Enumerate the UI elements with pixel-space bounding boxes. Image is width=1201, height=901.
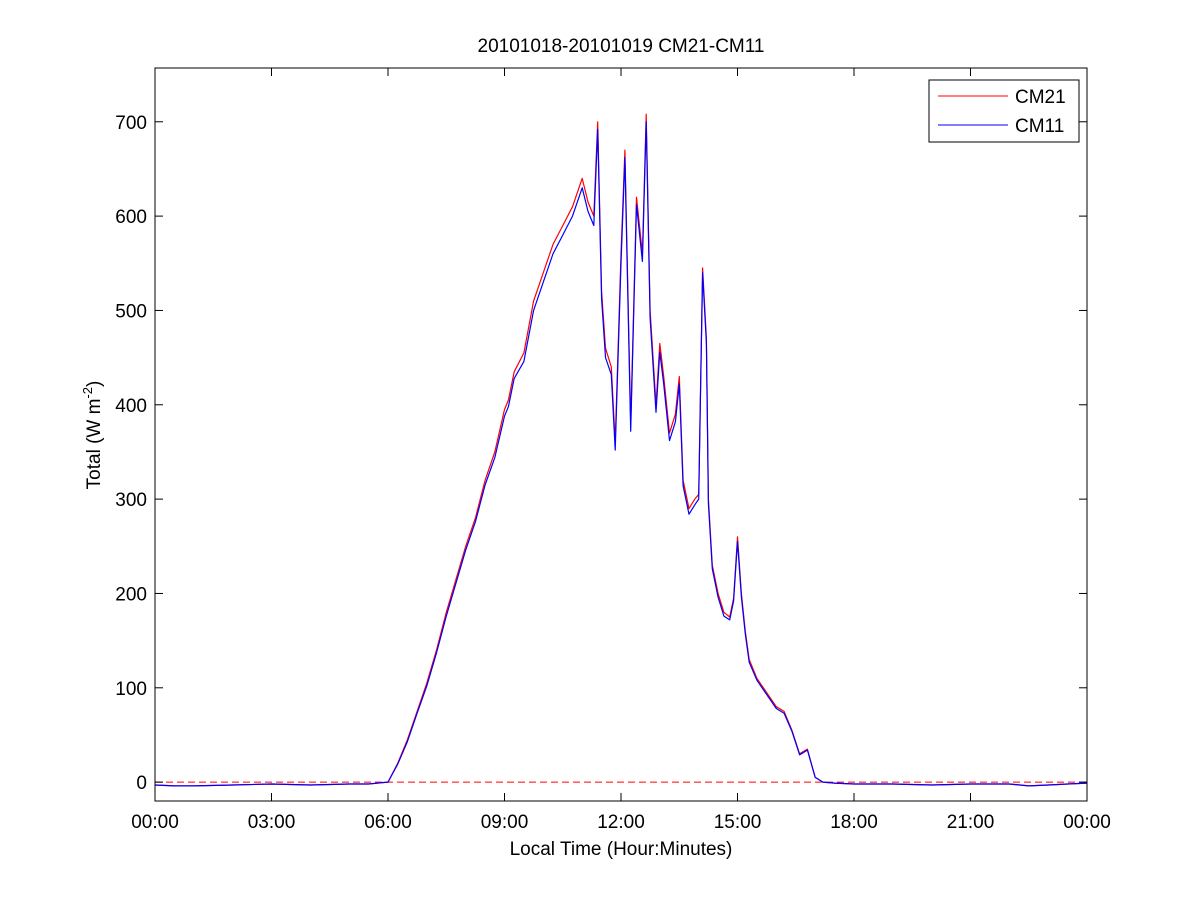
y-tick-label: 200	[115, 584, 147, 605]
x-tick-label: 15:00	[714, 812, 762, 833]
y-tick-label: 500	[115, 301, 147, 322]
x-axis-label: Local Time (Hour:Minutes)	[510, 839, 733, 860]
x-tick-label: 00:00	[131, 812, 179, 833]
legend-box	[928, 79, 1080, 143]
plot-background	[155, 68, 1087, 801]
x-tick-label: 12:00	[597, 812, 645, 833]
y-tick-label: 300	[115, 490, 147, 511]
x-tick-label: 18:00	[830, 812, 878, 833]
y-axis-label-main: Total (W m	[84, 399, 105, 490]
y-tick-label: 100	[115, 679, 147, 700]
y-tick-label: 0	[136, 773, 147, 794]
legend-label-cm11: CM11	[1015, 116, 1064, 137]
x-tick-label: 09:00	[481, 812, 529, 833]
y-tick-label: 600	[115, 207, 147, 228]
x-tick-label: 03:00	[248, 812, 296, 833]
x-tick-label: 00:00	[1063, 812, 1111, 833]
y-axis-label: Total (W m-2)	[80, 381, 105, 490]
series-line-cm11	[154, 121, 1088, 787]
legend-label-cm21: CM21	[1015, 87, 1066, 108]
x-tick-label: 06:00	[364, 812, 412, 833]
y-axis-label-exponent: -2	[80, 387, 95, 399]
chart-legend: CM21 CM11	[928, 79, 1080, 143]
y-tick-label: 400	[115, 396, 147, 417]
chart-title: 20101018-20101019 CM21-CM11	[478, 36, 765, 57]
y-tick-label: 700	[115, 113, 147, 134]
x-tick-label: 21:00	[947, 812, 995, 833]
plot-area: 00:00 03:00 06:00 09:00 12:00 15:00 18:00 21:00…	[115, 67, 1111, 833]
y-axis-label-close: )	[84, 381, 105, 387]
